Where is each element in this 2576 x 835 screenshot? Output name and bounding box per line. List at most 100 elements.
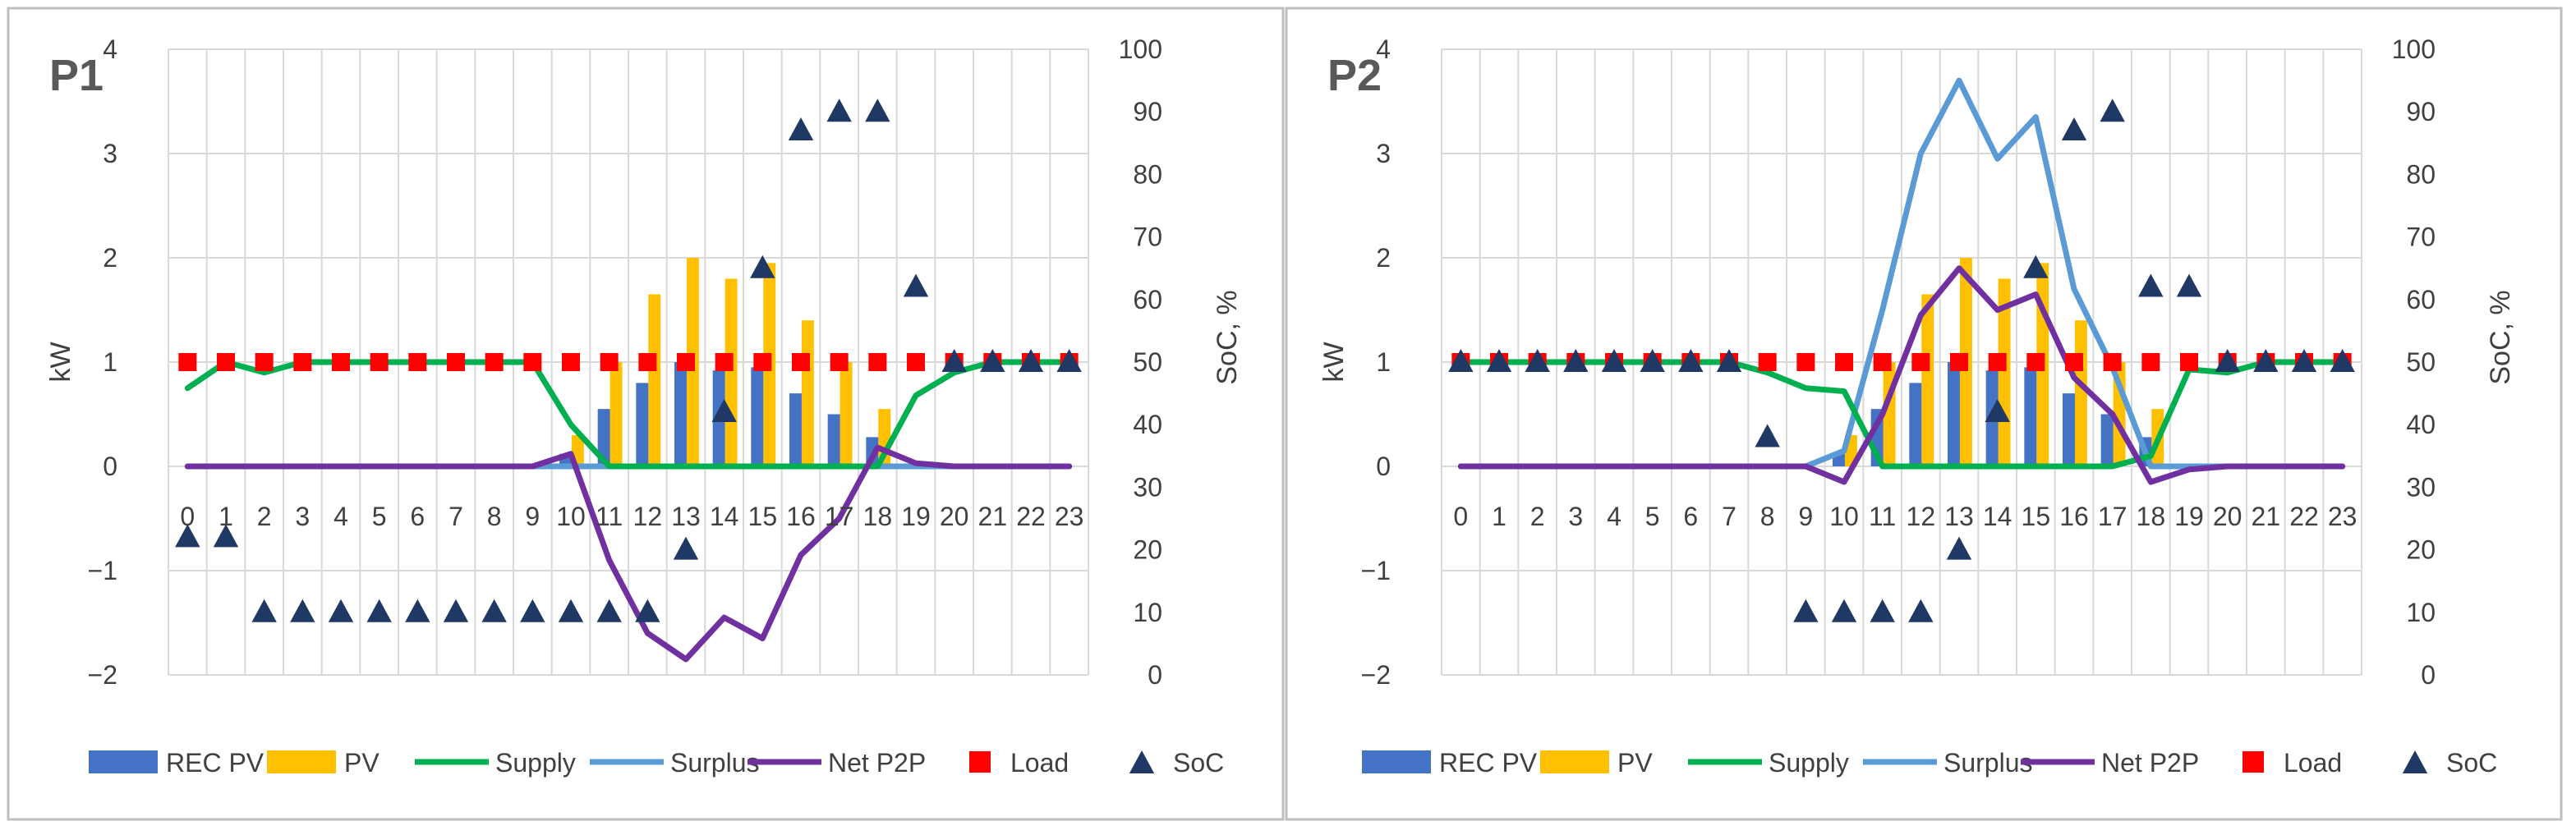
y2-tick-label: 90 xyxy=(1133,97,1162,126)
x-tick-label: 9 xyxy=(1798,502,1813,531)
y-tick-label: 0 xyxy=(1376,452,1391,481)
x-tick-label: 7 xyxy=(448,502,463,531)
soc-marker xyxy=(673,536,699,560)
soc-marker xyxy=(520,599,545,622)
soc-marker xyxy=(941,349,967,372)
chart-title: P2 xyxy=(1327,51,1382,100)
rec-pv-bar xyxy=(2063,393,2075,466)
rec-pv-bar xyxy=(1948,362,1960,466)
legend-swatch xyxy=(267,750,336,773)
legend-label: SoC xyxy=(1173,748,1224,778)
y2-tick-label: 20 xyxy=(2406,535,2436,565)
rec-pv-bar xyxy=(751,367,764,466)
y2-tick-label: 100 xyxy=(2392,34,2436,64)
load-marker xyxy=(2180,353,2198,371)
legend-label: Load xyxy=(1010,748,1069,778)
x-tick-label: 20 xyxy=(940,502,969,531)
x-tick-label: 19 xyxy=(2174,502,2204,531)
y-axis-title: kW xyxy=(45,342,76,382)
pv-bar xyxy=(648,294,661,466)
x-tick-label: 1 xyxy=(218,502,233,531)
soc-marker xyxy=(175,524,200,548)
x-tick-label: 12 xyxy=(633,502,663,531)
x-tick-label: 6 xyxy=(410,502,425,531)
legend-label: Supply xyxy=(495,748,576,778)
soc-marker xyxy=(1525,349,1550,372)
load-marker xyxy=(907,353,925,371)
chart-title: P1 xyxy=(49,51,104,100)
x-tick-label: 0 xyxy=(1453,502,1468,531)
soc-marker xyxy=(1716,349,1742,372)
pv-bar xyxy=(2074,320,2087,466)
x-tick-label: 14 xyxy=(1983,502,2012,531)
legend-swatch xyxy=(2402,750,2428,773)
x-tick-label: 4 xyxy=(334,502,348,531)
soc-marker xyxy=(1831,599,1857,622)
y2-tick-label: 90 xyxy=(2406,97,2436,126)
pv-bar xyxy=(724,278,738,466)
y2-tick-label: 50 xyxy=(1133,347,1162,377)
rec-pv-bar xyxy=(827,414,840,466)
soc-marker xyxy=(213,524,239,548)
load-marker xyxy=(2103,353,2122,371)
soc-marker xyxy=(1793,599,1819,622)
y-tick-label: 4 xyxy=(1376,34,1391,64)
load-marker xyxy=(638,353,657,371)
soc-marker xyxy=(750,255,775,278)
soc-marker xyxy=(903,273,929,297)
load-marker xyxy=(677,353,695,371)
x-tick-label: 22 xyxy=(1016,502,1046,531)
x-tick-label: 17 xyxy=(2098,502,2128,531)
y2-tick-label: 10 xyxy=(1133,598,1162,627)
load-marker xyxy=(600,353,619,371)
load-marker xyxy=(1758,353,1777,371)
soc-marker xyxy=(2253,349,2279,372)
x-tick-label: 10 xyxy=(556,502,586,531)
legend-label: REC PV xyxy=(166,748,264,778)
x-tick-label: 4 xyxy=(1607,502,1622,531)
legend-swatch xyxy=(1540,750,1609,773)
y2-tick-label: 30 xyxy=(1133,472,1162,502)
load-marker xyxy=(1796,353,1815,371)
load-marker xyxy=(485,353,504,371)
x-tick-label: 11 xyxy=(1869,502,1896,531)
y-tick-label: 3 xyxy=(1376,139,1391,168)
x-tick-label: 6 xyxy=(1683,502,1698,531)
soc-marker xyxy=(2215,349,2240,372)
load-marker xyxy=(868,353,887,371)
x-tick-label: 2 xyxy=(257,502,272,531)
soc-marker xyxy=(1486,349,1512,372)
soc-marker xyxy=(1601,349,1627,372)
y-tick-label: 2 xyxy=(103,243,117,273)
soc-marker xyxy=(2291,349,2317,372)
load-marker xyxy=(1988,353,2007,371)
load-marker xyxy=(447,353,465,371)
y-tick-label: 3 xyxy=(103,139,117,168)
x-tick-label: 16 xyxy=(786,502,816,531)
y2-tick-label: 70 xyxy=(1133,223,1162,252)
soc-marker xyxy=(2023,255,2049,278)
rec-pv-bar xyxy=(2024,367,2037,466)
y2-tick-label: 40 xyxy=(1133,410,1162,439)
x-tick-label: 8 xyxy=(487,502,502,531)
x-tick-label: 11 xyxy=(596,502,623,531)
x-tick-label: 13 xyxy=(671,502,701,531)
load-marker xyxy=(2026,353,2045,371)
pv-bar xyxy=(840,362,853,466)
soc-marker xyxy=(405,599,430,622)
y-tick-label: −2 xyxy=(88,660,117,690)
y-tick-label: 2 xyxy=(1376,243,1391,273)
x-tick-label: 10 xyxy=(1829,502,1859,531)
legend-label: PV xyxy=(1617,748,1653,778)
pv-bar xyxy=(1921,294,1934,466)
soc-marker xyxy=(558,599,584,622)
y2-tick-label: 80 xyxy=(2406,159,2436,189)
legend-label: Surplus xyxy=(670,748,760,778)
soc-marker xyxy=(1018,349,1044,372)
soc-marker xyxy=(711,398,737,422)
y2-tick-label: 100 xyxy=(1119,34,1162,64)
y-axis-title: kW xyxy=(1318,342,1350,382)
soc-marker xyxy=(865,99,890,122)
